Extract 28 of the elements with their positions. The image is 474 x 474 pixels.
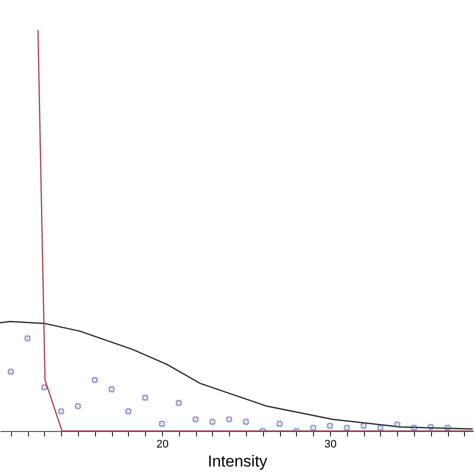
- point: [242, 418, 250, 425]
- point: [377, 424, 384, 431]
- point: [41, 384, 48, 390]
- x-tick-label: 20: [156, 438, 169, 450]
- point: [326, 422, 334, 429]
- point: [142, 394, 148, 401]
- point: [74, 402, 82, 410]
- point: [428, 424, 434, 430]
- point: [192, 416, 199, 423]
- point: [24, 335, 31, 342]
- point: [158, 420, 166, 427]
- point: [125, 408, 132, 415]
- point: [360, 422, 367, 429]
- point: [310, 424, 316, 431]
- point: [176, 400, 182, 406]
- point: [226, 416, 232, 423]
- point: [209, 418, 216, 425]
- point: [394, 421, 400, 428]
- point: [8, 368, 14, 375]
- point: [108, 386, 115, 393]
- point: [58, 408, 64, 415]
- point: [92, 376, 98, 384]
- x-tick-label: 30: [324, 438, 337, 450]
- point: [410, 424, 418, 431]
- x-axis-title: Intensity: [208, 454, 268, 470]
- point: [444, 424, 451, 431]
- point: [276, 420, 283, 427]
- point: [344, 424, 350, 431]
